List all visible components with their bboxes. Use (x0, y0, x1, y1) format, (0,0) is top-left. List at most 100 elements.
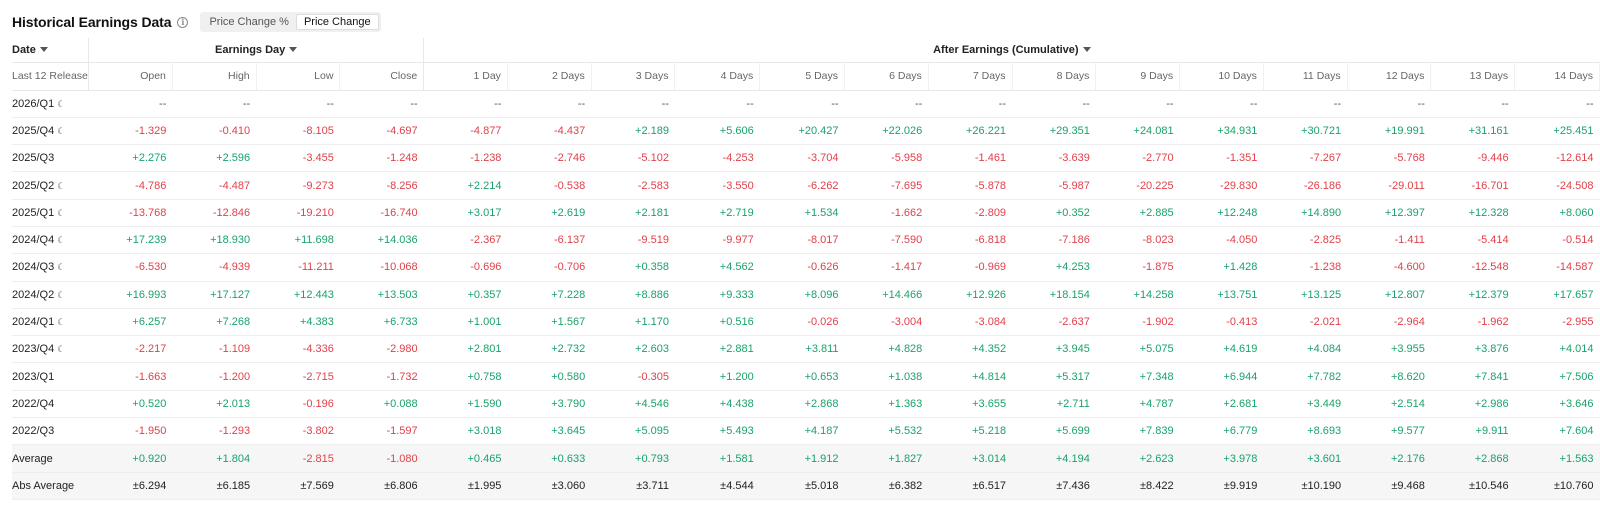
summary-cell: ±1.995 (423, 472, 508, 500)
moon-icon: ☾ (57, 207, 66, 218)
table-cell: -2.217 (88, 335, 173, 364)
table-cell: +4.383 (256, 308, 340, 337)
table-cell: -1.238 (1263, 253, 1348, 282)
table-cell: +1.038 (844, 362, 929, 391)
table-cell: -2.637 (1012, 308, 1096, 337)
table-cell: +14.890 (1263, 199, 1348, 227)
table-cell: -2.809 (928, 199, 1013, 227)
table-cell: +2.986 (1430, 390, 1515, 419)
summary-cell: ±7.436 (1012, 472, 1096, 500)
table-cell: +12.807 (1347, 281, 1431, 309)
table-cell: -4.253 (674, 144, 760, 173)
table-cell: +29.351 (1012, 117, 1096, 146)
table-cell: -29.011 (1347, 171, 1431, 200)
summary-row: Abs Average ±6.294 ±6.185 ±7.569 ±6.806 ±1.99… (12, 472, 1600, 500)
table-cell: +8.060 (1514, 199, 1600, 227)
earnings-day-header[interactable]: Earnings Day (88, 38, 425, 63)
summary-cell: ±10.190 (1263, 472, 1348, 500)
table-cell: -2.367 (423, 226, 508, 255)
table-cell: -0.026 (759, 308, 845, 337)
table-cell: -3.550 (674, 171, 760, 200)
table-cell: +0.580 (507, 362, 592, 391)
table-cell: +1.001 (423, 308, 508, 337)
table-row: 2024/Q2 ☾ +16.993 +17.127 +12.443 +13.503 +0.3… (12, 281, 1600, 309)
column-header: 6 Days (844, 62, 929, 91)
table-cell: -3.004 (844, 308, 929, 337)
toggle-price-change-percent[interactable]: Price Change % (209, 16, 289, 28)
table-cell: +2.276 (88, 144, 173, 173)
table-cell: +3.645 (507, 417, 592, 446)
page-title: Historical Earnings Data (12, 14, 172, 30)
summary-cell: ±8.422 (1095, 472, 1180, 500)
table-cell: -2.980 (339, 335, 424, 364)
table-cell: -- (1012, 90, 1096, 118)
column-header: Last 12 Releases (12, 62, 90, 91)
table-row: 2025/Q2 ☾ -4.786 -4.487 -9.273 -8.256 +2.214 -0… (12, 171, 1600, 200)
table-cell: -7.186 (1012, 226, 1096, 255)
table-cell: -24.508 (1514, 171, 1600, 200)
table-cell: +0.520 (88, 390, 173, 419)
summary-cell: ±9.919 (1179, 472, 1264, 500)
row-label: 2023/Q1 (12, 362, 89, 391)
table-cell: +24.081 (1095, 117, 1180, 146)
table-cell: -1.351 (1179, 144, 1264, 173)
table-cell: -0.696 (423, 253, 508, 282)
table-cell: -9.977 (674, 226, 760, 255)
table-cell: -1.732 (339, 362, 424, 391)
table-cell: -- (1179, 90, 1264, 118)
row-label: 2025/Q3 (12, 144, 89, 173)
table-cell: +1.170 (591, 308, 675, 337)
table-cell: +1.534 (759, 199, 845, 227)
table-cell: +0.358 (591, 253, 675, 282)
table-cell: +14.258 (1095, 281, 1180, 309)
table-cell: +2.596 (172, 144, 257, 173)
table-cell: +2.013 (172, 390, 257, 419)
table-cell: -2.770 (1095, 144, 1180, 173)
table-row: 2025/Q4 ☾ -1.329 -0.410 -8.105 -4.697 -4.877 -4… (12, 117, 1600, 146)
table-cell: -2.583 (591, 171, 675, 200)
table-cell: +5.075 (1095, 335, 1180, 364)
summary-cell: +2.176 (1347, 444, 1431, 473)
table-cell: -6.530 (88, 253, 173, 282)
table-cell: -8.017 (759, 226, 845, 255)
column-header: 11 Days (1263, 62, 1348, 91)
table-cell: -4.487 (172, 171, 257, 200)
table-cell: +7.268 (172, 308, 257, 337)
info-icon[interactable]: i (177, 16, 189, 28)
table-cell: -5.958 (844, 144, 929, 173)
toggle-price-change[interactable]: Price Change (295, 14, 379, 30)
after-earnings-header[interactable]: After Earnings (Cumulative) (423, 38, 1600, 63)
table-cell: +7.348 (1095, 362, 1180, 391)
table-cell: +7.839 (1095, 417, 1180, 446)
table-cell: -3.639 (1012, 144, 1096, 173)
table-cell: -9.446 (1430, 144, 1515, 173)
table-cell: +25.451 (1514, 117, 1600, 146)
table-cell: +5.532 (844, 417, 929, 446)
table-cell: -3.704 (759, 144, 845, 173)
price-change-toggle: Price Change % Price Change (200, 12, 381, 32)
table-cell: +7.228 (507, 281, 592, 309)
column-header: 5 Days (759, 62, 846, 91)
table-cell: +7.841 (1430, 362, 1515, 391)
earnings-table: Date Earnings Day After Earnings (Cumula… (12, 38, 1600, 500)
table-cell: +0.516 (674, 308, 760, 337)
table-row: 2023/Q4 ☾ -2.217 -1.109 -4.336 -2.980 +2.801 +2… (12, 335, 1600, 364)
summary-cell: +3.601 (1263, 444, 1348, 473)
table-cell: +26.221 (928, 117, 1013, 146)
row-label: 2024/Q1 ☾ (12, 308, 89, 337)
table-cell: +6.257 (88, 308, 173, 337)
summary-cell: ±10.546 (1430, 472, 1515, 500)
table-cell: +4.787 (1095, 390, 1180, 419)
summary-cell: ±6.806 (339, 472, 424, 500)
moon-icon: ☾ (57, 317, 66, 328)
table-row: 2024/Q4 ☾ +17.239 +18.930 +11.698 +14.036 -2.3… (12, 226, 1600, 255)
date-sort-header[interactable]: Date (12, 38, 90, 63)
table-cell: -0.196 (256, 390, 340, 419)
panel-header: Historical Earnings Data i Price Change … (12, 11, 381, 33)
table-cell: +2.732 (507, 335, 592, 364)
table-cell: +13.503 (339, 281, 424, 309)
table-cell: +12.443 (256, 281, 340, 309)
table-cell: -0.626 (759, 253, 845, 282)
table-cell: -8.023 (1095, 226, 1180, 255)
table-cell: +1.200 (674, 362, 760, 391)
